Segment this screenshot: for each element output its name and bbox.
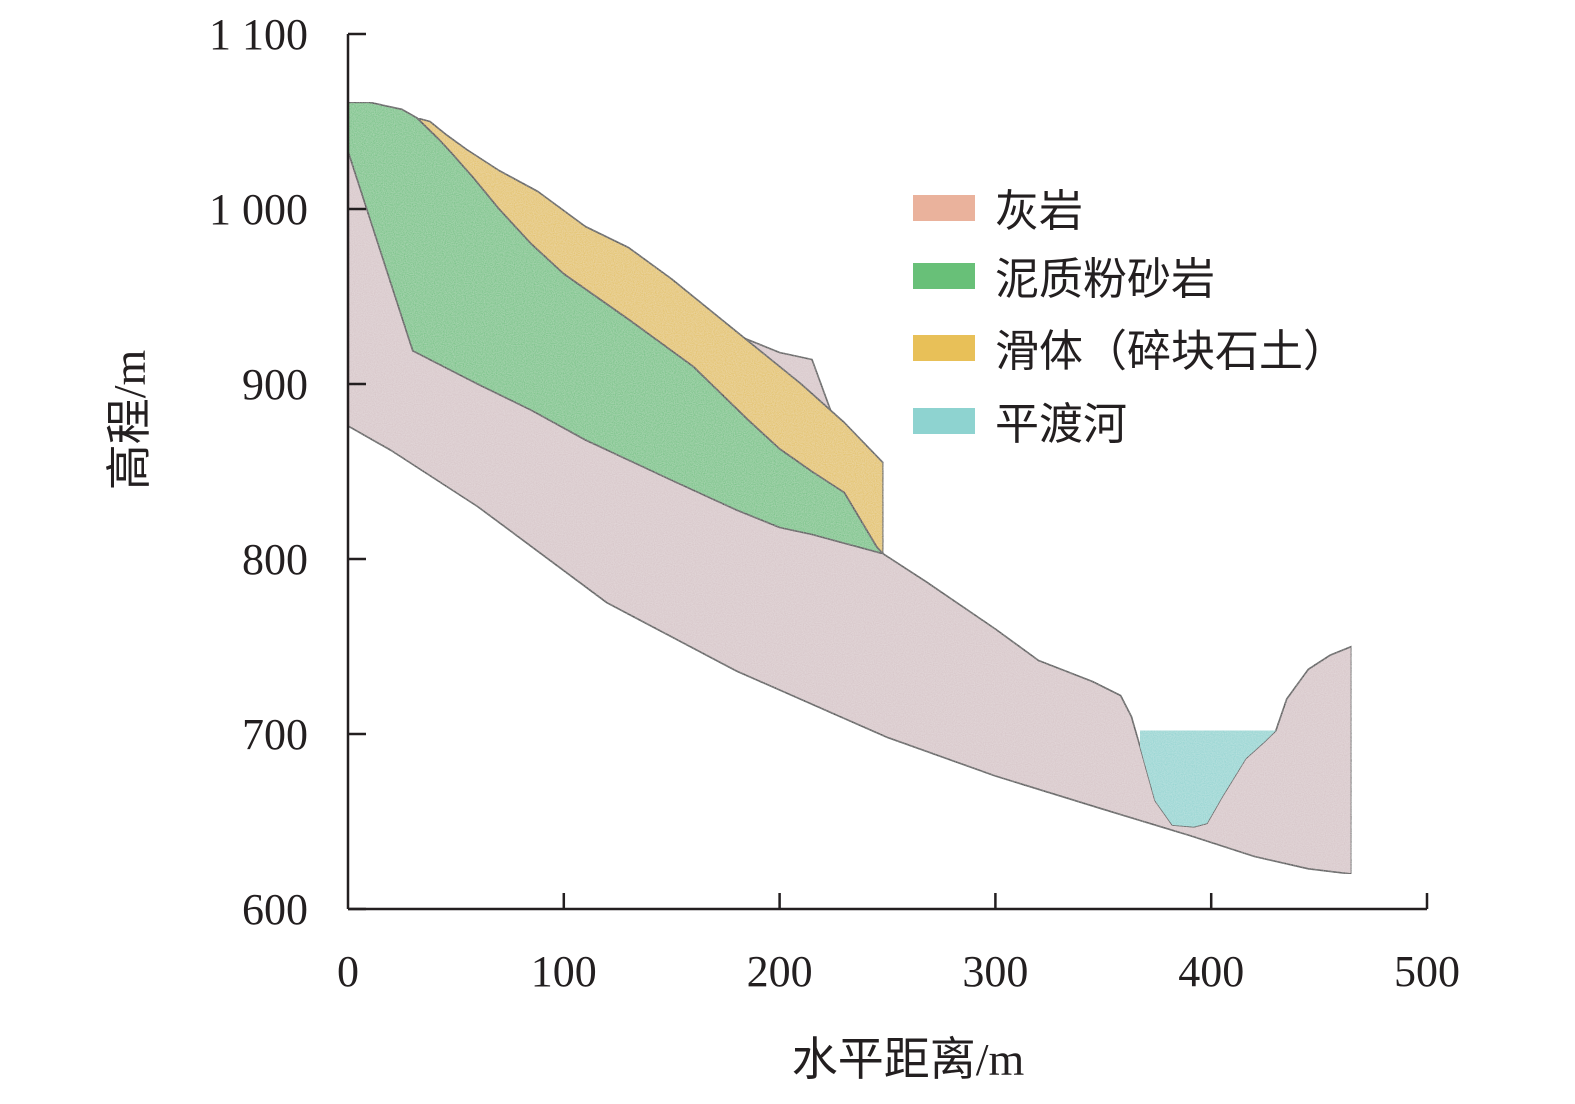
y-tick-label: 900 <box>242 360 308 409</box>
y-tick-label: 1 100 <box>209 10 308 59</box>
x-tick-label: 100 <box>531 947 597 996</box>
y-tick-label: 700 <box>242 710 308 759</box>
legend-swatch-slide-mass <box>913 335 975 361</box>
x-ticks: 0 100 200 300 400 500 <box>337 893 1460 996</box>
legend-swatch-river <box>913 408 975 434</box>
x-tick-label: 0 <box>337 947 359 996</box>
legend-swatch-mudstone <box>913 263 975 289</box>
legend-swatch-limestone <box>913 195 975 221</box>
x-tick-label: 200 <box>747 947 813 996</box>
y-tick-label: 800 <box>242 535 308 584</box>
x-tick-label: 400 <box>1178 947 1244 996</box>
axes: 0 100 200 300 400 500 600 700 800 900 1 000 1 100 <box>209 10 1460 996</box>
legend-label-river: 平渡河 <box>995 399 1127 450</box>
y-tick-label: 600 <box>242 885 308 934</box>
legend-label-mudstone: 泥质粉砂岩 <box>995 254 1215 305</box>
layer-river <box>1140 730 1276 827</box>
y-ticks: 600 700 800 900 1 000 1 100 <box>209 10 366 934</box>
y-axis-title: 高程/m <box>104 350 155 491</box>
x-axis-title: 水平距离/m <box>792 1034 1025 1085</box>
legend-label-slide-mass: 滑体（碎块石土） <box>995 326 1347 377</box>
legend: 灰岩 泥质粉砂岩 滑体（碎块石土） 平渡河 <box>913 186 1347 450</box>
layer-slide-mass <box>416 117 885 555</box>
y-tick-label: 1 000 <box>209 185 308 234</box>
strata-layers <box>347 101 1353 875</box>
x-tick-label: 500 <box>1394 947 1460 996</box>
x-tick-label: 300 <box>962 947 1028 996</box>
legend-label-limestone: 灰岩 <box>995 186 1083 237</box>
